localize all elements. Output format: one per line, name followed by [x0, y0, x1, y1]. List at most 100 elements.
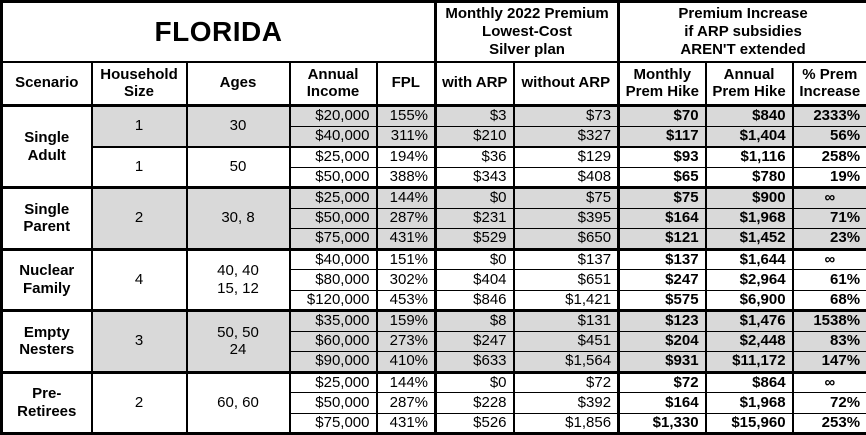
col-header-with-arp: with ARP [434, 61, 515, 107]
pct-increase-cell: 56% [791, 125, 866, 147]
without-arp-cell: $131 [512, 309, 620, 332]
annual-hike-cell: $1,476 [704, 309, 794, 332]
scenario-cell: Nuclear Family [0, 247, 93, 311]
income-cell: $35,000 [288, 309, 378, 332]
pct-increase-cell: 68% [791, 289, 866, 311]
scenario-cell: Single Adult [0, 104, 93, 188]
ages-cell: 30 [185, 104, 291, 147]
with-arp-cell: $404 [434, 269, 515, 291]
annual-hike-cell: $11,172 [704, 351, 794, 373]
income-cell: $50,000 [288, 207, 378, 229]
ages-cell: 40, 40 15, 12 [185, 247, 291, 311]
with-arp-cell: $210 [434, 125, 515, 147]
income-cell: $25,000 [288, 186, 378, 209]
monthly-hike-cell: $137 [617, 247, 707, 270]
col-header-scenario: Scenario [0, 61, 93, 107]
without-arp-cell: $72 [512, 370, 620, 393]
household-cell: 2 [90, 370, 188, 434]
income-cell: $20,000 [288, 104, 378, 127]
without-arp-cell: $395 [512, 207, 620, 229]
pct-increase-cell: 1538% [791, 309, 866, 332]
ages-cell: 60, 60 [185, 370, 291, 434]
pct-increase-cell: 23% [791, 228, 866, 250]
income-cell: $75,000 [288, 228, 378, 250]
fpl-cell: 388% [375, 166, 437, 188]
income-cell: $75,000 [288, 412, 378, 434]
annual-hike-cell: $2,448 [704, 330, 794, 352]
household-cell: 1 [90, 145, 188, 188]
fpl-cell: 194% [375, 145, 437, 168]
without-arp-cell: $73 [512, 104, 620, 127]
pct-increase-cell: ∞ [791, 370, 866, 393]
monthly-hike-cell: $117 [617, 125, 707, 147]
with-arp-cell: $228 [434, 392, 515, 414]
with-arp-cell: $0 [434, 186, 515, 209]
col-header-monthly-prem-hike: Monthly Prem Hike [617, 61, 707, 107]
with-arp-cell: $846 [434, 289, 515, 311]
monthly-hike-cell: $123 [617, 309, 707, 332]
pct-increase-cell: 258% [791, 145, 866, 168]
fpl-cell: 155% [375, 104, 437, 127]
col-header-ages: Ages [185, 61, 291, 107]
without-arp-cell: $75 [512, 186, 620, 209]
with-arp-cell: $3 [434, 104, 515, 127]
pct-increase-cell: 147% [791, 351, 866, 373]
with-arp-cell: $529 [434, 228, 515, 250]
pct-increase-cell: ∞ [791, 247, 866, 270]
income-cell: $40,000 [288, 125, 378, 147]
without-arp-cell: $1,856 [512, 412, 620, 434]
pct-increase-cell: 253% [791, 412, 866, 434]
income-cell: $80,000 [288, 269, 378, 291]
annual-hike-cell: $15,960 [704, 412, 794, 434]
with-arp-cell: $231 [434, 207, 515, 229]
scenario-cell: Single Parent [0, 186, 93, 250]
fpl-cell: 287% [375, 392, 437, 414]
monthly-hike-cell: $164 [617, 392, 707, 414]
monthly-hike-cell: $75 [617, 186, 707, 209]
with-arp-cell: $0 [434, 247, 515, 270]
with-arp-cell: $0 [434, 370, 515, 393]
annual-hike-cell: $780 [704, 166, 794, 188]
annual-hike-cell: $1,644 [704, 247, 794, 270]
with-arp-cell: $36 [434, 145, 515, 168]
fpl-cell: 144% [375, 186, 437, 209]
pct-increase-cell: 83% [791, 330, 866, 352]
ages-cell: 50 [185, 145, 291, 188]
without-arp-cell: $129 [512, 145, 620, 168]
table-title: FLORIDA [0, 1, 437, 63]
annual-hike-cell: $1,968 [704, 207, 794, 229]
without-arp-cell: $451 [512, 330, 620, 352]
without-arp-cell: $651 [512, 269, 620, 291]
fpl-cell: 453% [375, 289, 437, 311]
monthly-hike-cell: $70 [617, 104, 707, 127]
annual-hike-cell: $2,964 [704, 269, 794, 291]
premium-group-header: Monthly 2022 Premium Lowest-Cost Silver … [434, 1, 620, 63]
fpl-cell: 311% [375, 125, 437, 147]
annual-hike-cell: $900 [704, 186, 794, 209]
annual-hike-cell: $1,116 [704, 145, 794, 168]
with-arp-cell: $526 [434, 412, 515, 434]
monthly-hike-cell: $1,330 [617, 412, 707, 434]
scenario-cell: Empty Nesters [0, 309, 93, 373]
without-arp-cell: $392 [512, 392, 620, 414]
annual-hike-cell: $840 [704, 104, 794, 127]
col-header-household-size: Household Size [90, 61, 188, 107]
income-cell: $25,000 [288, 145, 378, 168]
annual-hike-cell: $864 [704, 370, 794, 393]
fpl-cell: 431% [375, 228, 437, 250]
income-cell: $60,000 [288, 330, 378, 352]
annual-hike-cell: $1,404 [704, 125, 794, 147]
monthly-hike-cell: $93 [617, 145, 707, 168]
annual-hike-cell: $1,968 [704, 392, 794, 414]
col-header-pct-prem-increase: % Prem Increase [791, 61, 866, 107]
fpl-cell: 287% [375, 207, 437, 229]
income-cell: $90,000 [288, 351, 378, 373]
without-arp-cell: $137 [512, 247, 620, 270]
income-cell: $50,000 [288, 392, 378, 414]
col-header-annual-income: Annual Income [288, 61, 378, 107]
monthly-hike-cell: $247 [617, 269, 707, 291]
monthly-hike-cell: $121 [617, 228, 707, 250]
monthly-hike-cell: $204 [617, 330, 707, 352]
monthly-hike-cell: $72 [617, 370, 707, 393]
